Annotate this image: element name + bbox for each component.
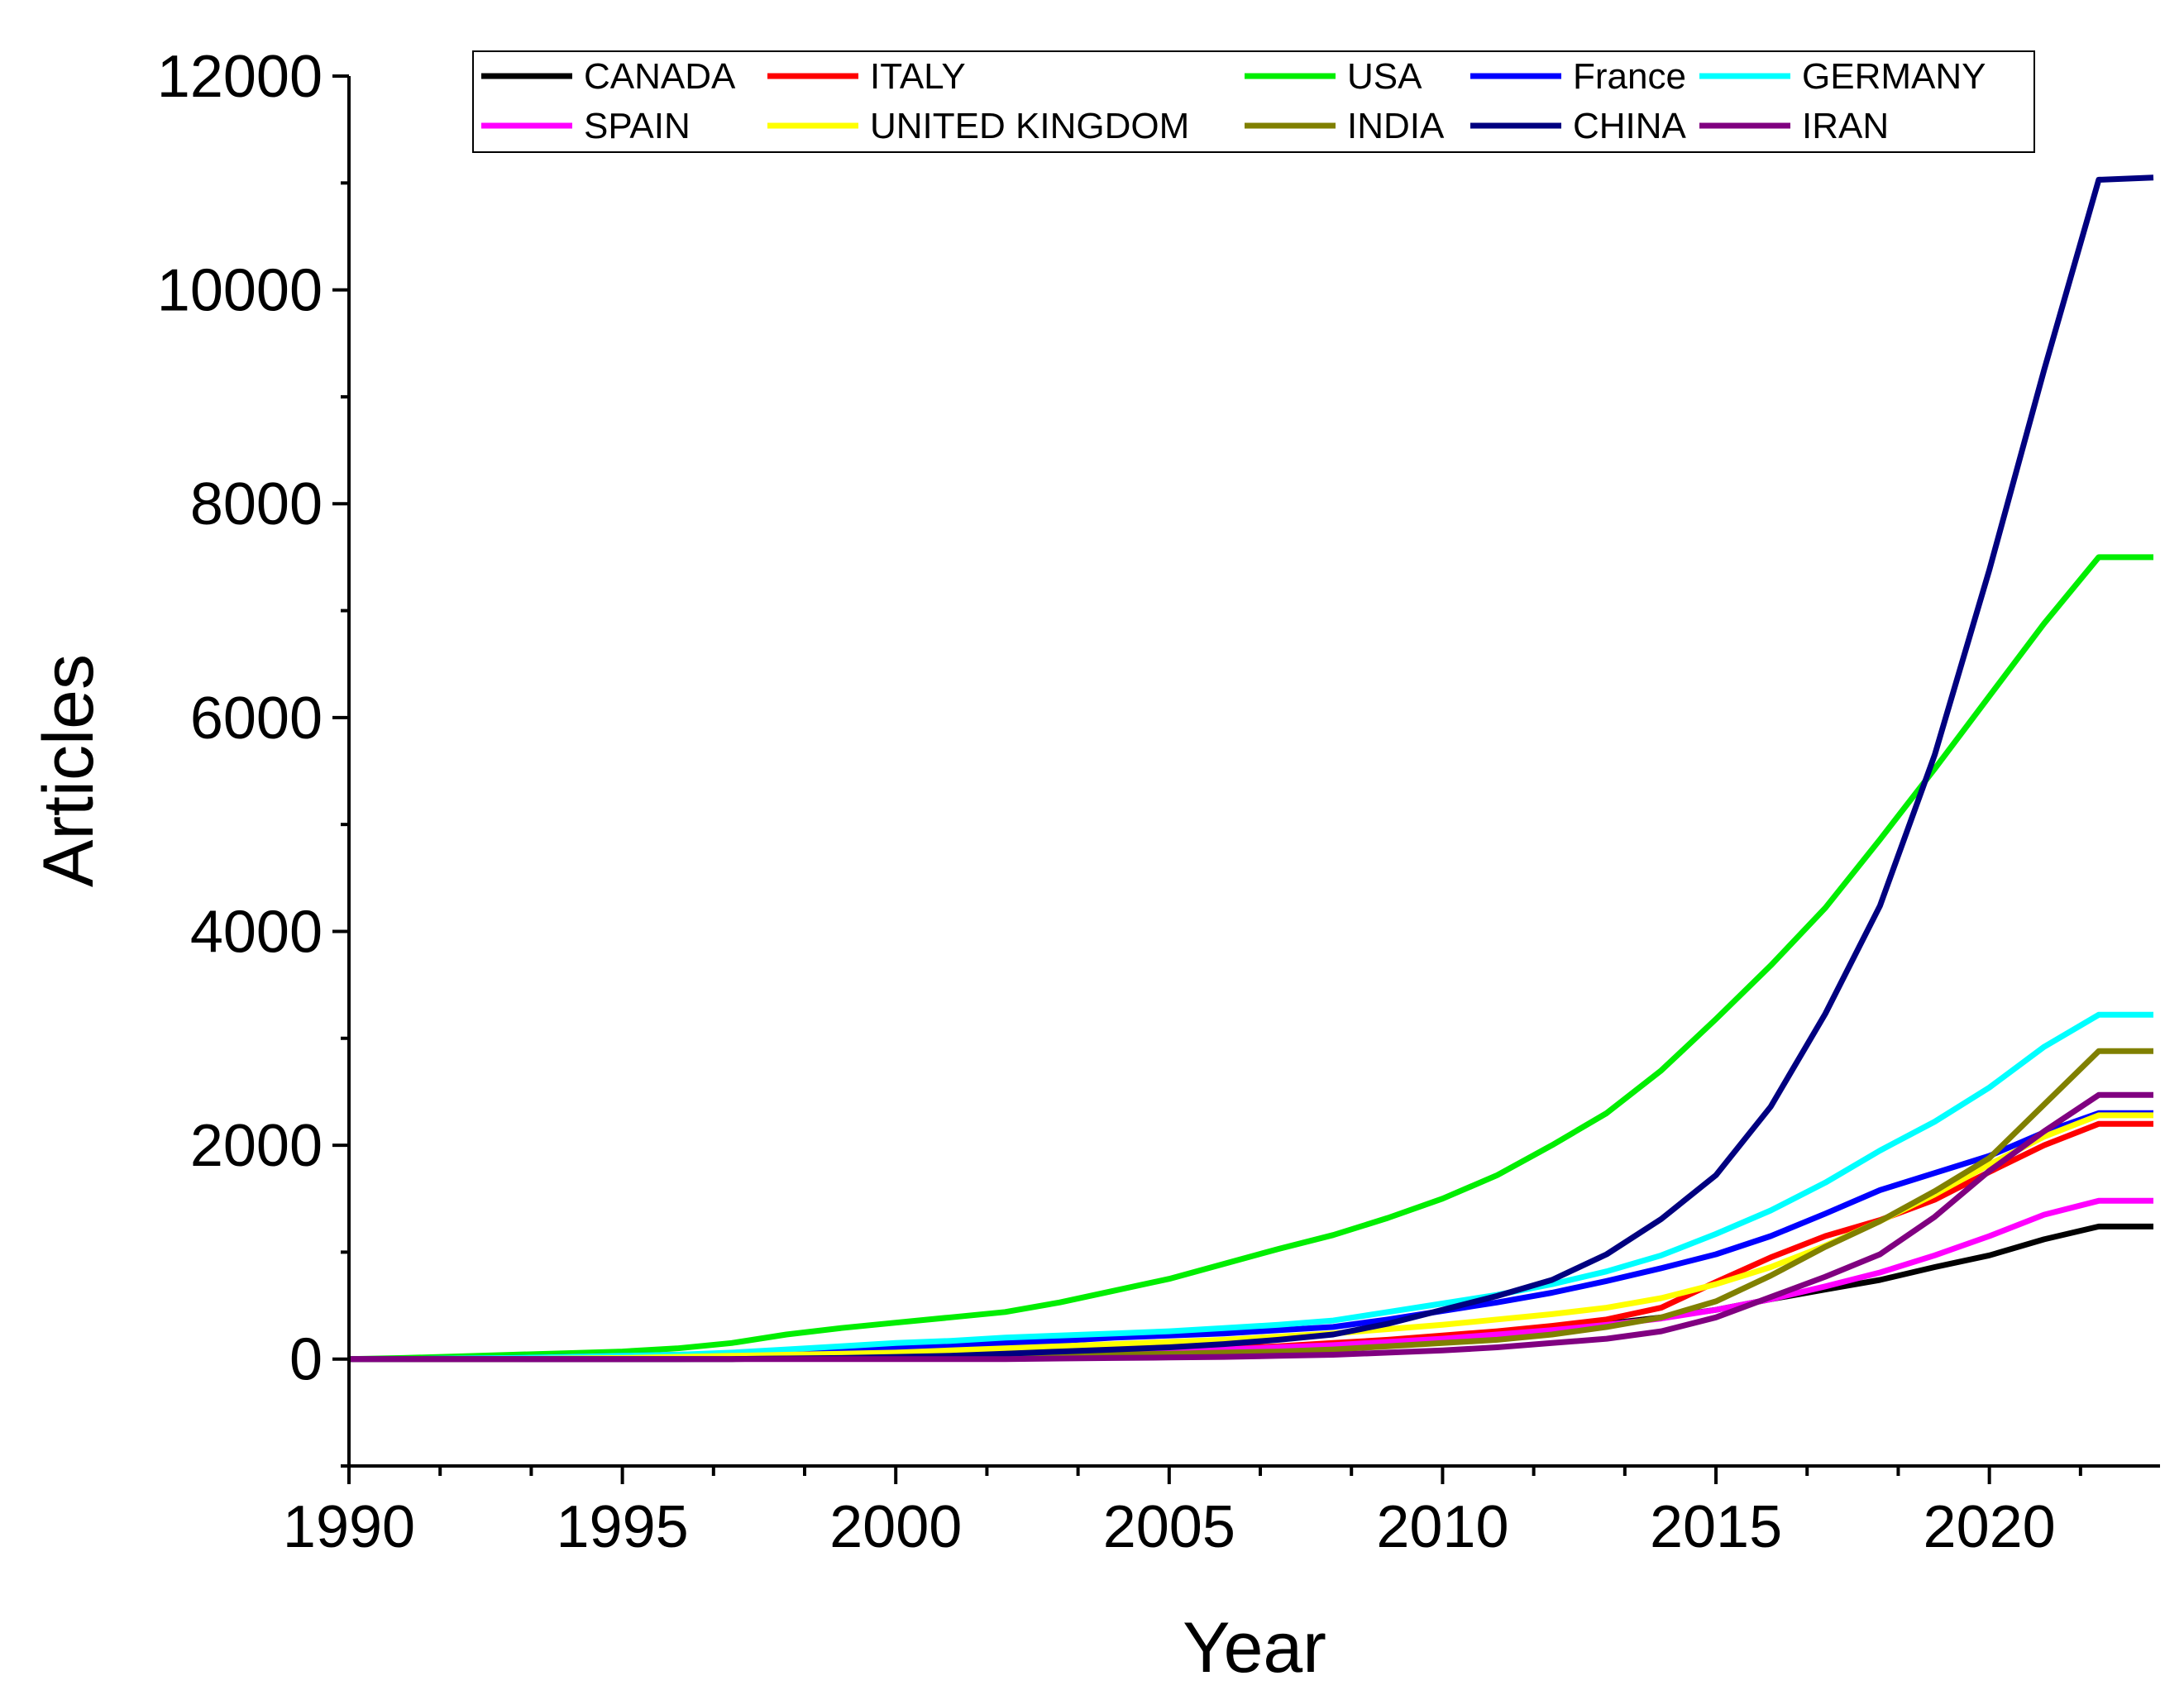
plot-area: [348, 174, 2154, 1363]
x-tick-label: 1990: [283, 1494, 415, 1560]
series-line-iran: [349, 1091, 2153, 1363]
legend-label-canada: CANADA: [584, 56, 736, 97]
legend-label-germany: GERMANY: [1802, 56, 1986, 97]
legend-label-iran: IRAN: [1802, 106, 1889, 146]
legend-box: [472, 50, 2035, 153]
legend-label-italy: ITALY: [870, 56, 966, 97]
legend-label-usa: USA: [1347, 56, 1422, 97]
y-tick-label: 0: [289, 1327, 323, 1393]
y-ticks: 0 2000 4000 6000 8000 10000 12000: [157, 44, 349, 1468]
y-tick-label: 6000: [190, 685, 323, 752]
x-tick-label: 2000: [829, 1494, 962, 1560]
x-axis-title: Year: [1183, 1608, 1326, 1688]
x-tick-label: 2005: [1103, 1494, 1235, 1560]
y-tick-label: 8000: [190, 471, 323, 537]
legend-label-france: France: [1573, 56, 1686, 97]
y-tick-label: 4000: [190, 899, 323, 965]
legend-label-india: INDIA: [1347, 106, 1445, 146]
y-tick-label: 10000: [157, 258, 323, 324]
legend-label-spain: SPAIN: [584, 106, 691, 146]
y-tick-label: 12000: [157, 44, 323, 110]
series-line-india: [349, 1048, 2153, 1363]
series-line-china: [349, 174, 2154, 1363]
x-tick-label: 1995: [557, 1494, 689, 1560]
x-tick-label: 2020: [1924, 1494, 2056, 1560]
y-axis-title: Articles: [29, 654, 108, 887]
y-tick-label: 2000: [190, 1113, 323, 1179]
x-tick-label: 2015: [1650, 1494, 1782, 1560]
x-tick-label: 2010: [1376, 1494, 1508, 1560]
series-line-usa: [348, 554, 2153, 1363]
axes: [347, 76, 2160, 1468]
x-ticks: 1990 1995 2000 2005 2010 2015 2020: [283, 1466, 2082, 1560]
legend: CANADA ITALY USA France GERMANY SPAIN UNITED K…: [472, 50, 2035, 153]
legend-label-united-kingdom: UNITED KINGDOM: [870, 106, 1189, 146]
legend-label-china: CHINA: [1573, 106, 1687, 146]
